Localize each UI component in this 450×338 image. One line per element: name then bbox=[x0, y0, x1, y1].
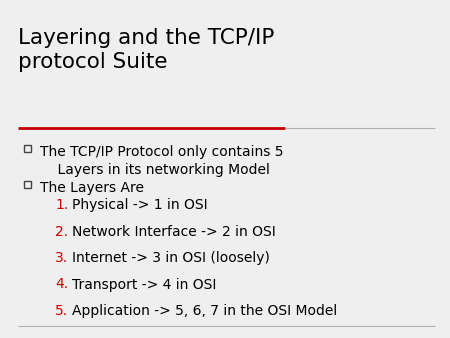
Text: Internet -> 3 in OSI (loosely): Internet -> 3 in OSI (loosely) bbox=[72, 251, 270, 265]
Bar bbox=[23, 180, 31, 188]
Text: Physical -> 1 in OSI: Physical -> 1 in OSI bbox=[72, 198, 207, 212]
Text: 5.: 5. bbox=[55, 304, 68, 318]
Text: 4.: 4. bbox=[55, 277, 68, 291]
Text: 1.: 1. bbox=[55, 198, 68, 212]
Text: Network Interface -> 2 in OSI: Network Interface -> 2 in OSI bbox=[72, 224, 276, 239]
Text: The TCP/IP Protocol only contains 5
    Layers in its networking Model: The TCP/IP Protocol only contains 5 Laye… bbox=[40, 145, 284, 177]
Bar bbox=[23, 145, 31, 151]
Text: 2.: 2. bbox=[55, 224, 68, 239]
Text: Layering and the TCP/IP
protocol Suite: Layering and the TCP/IP protocol Suite bbox=[18, 28, 274, 72]
Text: 3.: 3. bbox=[55, 251, 68, 265]
Text: The Layers Are: The Layers Are bbox=[40, 181, 144, 195]
Text: Transport -> 4 in OSI: Transport -> 4 in OSI bbox=[72, 277, 216, 291]
Text: Application -> 5, 6, 7 in the OSI Model: Application -> 5, 6, 7 in the OSI Model bbox=[72, 304, 337, 318]
